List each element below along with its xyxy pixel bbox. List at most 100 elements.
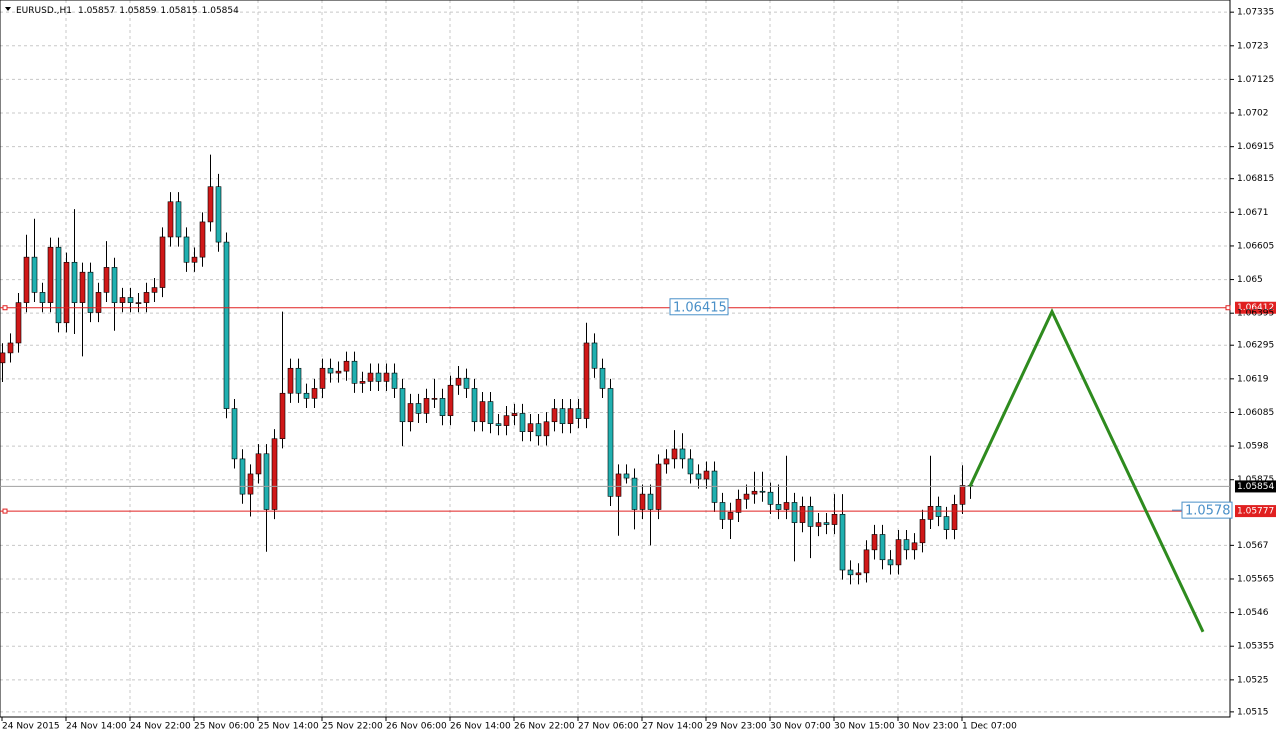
level-handle: [2, 508, 8, 514]
y-tick-label: 1.06295: [1237, 341, 1274, 351]
candle-body: [423, 398, 430, 414]
candle-body: [399, 388, 406, 423]
candle-body: [135, 302, 142, 304]
y-tick-label: 1.07125: [1237, 75, 1274, 85]
candle-body: [311, 388, 318, 399]
candle-body: [279, 392, 286, 440]
candle-body: [919, 519, 926, 544]
candle-body: [607, 388, 614, 497]
candle-body: [863, 549, 870, 574]
candle-body: [887, 559, 894, 566]
y-tick-label: 1.06915: [1237, 142, 1274, 152]
candle-body: [839, 513, 846, 571]
candle-body: [495, 423, 502, 426]
candle-body: [703, 470, 710, 480]
candle-body: [775, 504, 782, 510]
candle-body: [543, 421, 550, 437]
candle-body: [431, 398, 438, 400]
candle-body: [743, 493, 750, 500]
candle-body: [727, 512, 734, 520]
candle-body: [343, 360, 350, 372]
candle-body: [87, 271, 94, 313]
x-tick-label: 24 Nov 2015: [2, 722, 60, 732]
candle-body: [31, 256, 38, 293]
x-tick-label: 30 Nov 23:00: [898, 722, 959, 732]
y-tick-label: 1.06605: [1237, 241, 1274, 251]
x-tick-label: 25 Nov 22:00: [322, 722, 383, 732]
y-tick-label: 1.065: [1237, 275, 1263, 285]
candle-body: [871, 534, 878, 551]
candle-body: [103, 267, 110, 293]
candle-body: [455, 377, 462, 386]
candle-body: [847, 569, 854, 576]
candle-body: [167, 201, 174, 238]
price-box: [1235, 480, 1276, 493]
grid: [0, 0, 1230, 717]
candle-body: [615, 473, 622, 497]
candle-body: [503, 415, 510, 426]
candle-body: [7, 342, 14, 354]
candle-body: [799, 505, 806, 523]
x-tick-label: 25 Nov 06:00: [194, 722, 255, 732]
candle-body: [671, 448, 678, 460]
candle-body: [551, 408, 558, 423]
y-tick-label: 1.0702: [1237, 109, 1269, 119]
candle-body: [559, 408, 566, 424]
price-label: 1.05854: [1237, 482, 1274, 492]
candle-body: [447, 384, 454, 416]
candle-body: [119, 297, 126, 303]
candle-body: [943, 516, 950, 530]
candle-body: [263, 453, 270, 510]
header-high: 1.05859: [119, 6, 156, 16]
candle-body: [951, 504, 958, 530]
candle-body: [479, 401, 486, 423]
candle-body: [759, 490, 766, 493]
candle-body: [519, 413, 526, 432]
candle-body: [815, 522, 822, 527]
candle-body: [895, 539, 902, 566]
candle-body: [127, 297, 134, 303]
candle-body: [855, 572, 862, 576]
candle-body: [527, 423, 534, 432]
y-tick-label: 1.07335: [1237, 8, 1274, 18]
y-tick-label: 1.0619: [1237, 374, 1269, 384]
header-close: 1.05854: [202, 6, 239, 16]
candle-body: [903, 539, 910, 551]
y-tick-label: 1.05565: [1237, 574, 1274, 584]
level-price: 1.05777: [1237, 507, 1274, 517]
candle-body: [223, 241, 230, 409]
candle-body: [631, 477, 638, 510]
level-handle: [2, 305, 8, 311]
candle-body: [95, 292, 102, 313]
candle-body: [959, 485, 966, 505]
candle-body: [367, 372, 374, 382]
candle-body: [487, 401, 494, 424]
candle-body: [575, 408, 582, 419]
candle-body: [807, 505, 814, 527]
candle-body: [375, 372, 382, 382]
candle-body: [415, 403, 422, 414]
y-tick-label: 1.05355: [1237, 642, 1274, 652]
candle-body: [791, 502, 798, 523]
candle-body: [639, 493, 646, 510]
candle-body: [647, 493, 654, 510]
x-tick-label: 25 Nov 14:00: [258, 722, 319, 732]
y-tick-label: 1.06815: [1237, 174, 1274, 184]
candle-body: [175, 201, 182, 238]
candle-body: [319, 367, 326, 389]
menu-arrow[interactable]: [5, 7, 11, 11]
candle-body: [767, 491, 774, 505]
candle-body: [159, 236, 166, 288]
y-tick-label: 1.0567: [1237, 541, 1269, 551]
candle-body: [15, 302, 22, 344]
y-tick-label: 1.0515: [1237, 707, 1269, 717]
candle-body: [351, 360, 358, 384]
x-tick-label: 24 Nov 14:00: [66, 722, 127, 732]
x-tick-label: 29 Nov 23:00: [706, 722, 767, 732]
candle-body: [71, 261, 78, 303]
candle-body: [199, 221, 206, 258]
candle-body: [271, 438, 278, 510]
candle-body: [567, 408, 574, 424]
header-low: 1.05815: [160, 6, 197, 16]
